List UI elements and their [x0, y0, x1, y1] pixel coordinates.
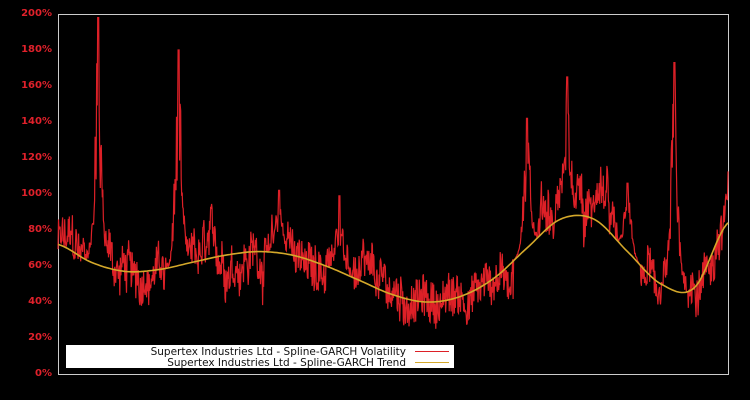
- y-tick-label: 100%: [21, 188, 52, 199]
- y-tick-label: 120%: [21, 152, 52, 163]
- legend-label: Supertex Industries Ltd - Spline-GARCH T…: [167, 356, 406, 369]
- legend-item-trend: Supertex Industries Ltd - Spline-GARCH T…: [167, 356, 454, 369]
- trend-line: [57, 214, 729, 303]
- volatility-series: [57, 17, 729, 329]
- y-tick-label: 180%: [21, 44, 52, 55]
- plot-frame: [58, 14, 729, 375]
- y-tick-label: 200%: [21, 8, 52, 19]
- y-tick-label: 160%: [21, 80, 52, 91]
- trend-series: [57, 214, 729, 303]
- legend: Supertex Industries Ltd - Spline-GARCH V…: [66, 345, 454, 369]
- legend-swatch-gold: [415, 362, 449, 363]
- legend-swatch-red: [415, 351, 449, 352]
- y-tick-label: 0%: [35, 368, 52, 379]
- y-tick-label: 140%: [21, 116, 52, 127]
- legend-label: Supertex Industries Ltd - Spline-GARCH V…: [150, 345, 406, 358]
- volatility-line: [57, 17, 729, 329]
- y-tick-label: 80%: [28, 224, 52, 235]
- y-tick-label: 20%: [28, 332, 52, 343]
- y-tick-label: 40%: [28, 296, 52, 307]
- y-tick-label: 60%: [28, 260, 52, 271]
- legend-item-volatility: Supertex Industries Ltd - Spline-GARCH V…: [150, 345, 454, 358]
